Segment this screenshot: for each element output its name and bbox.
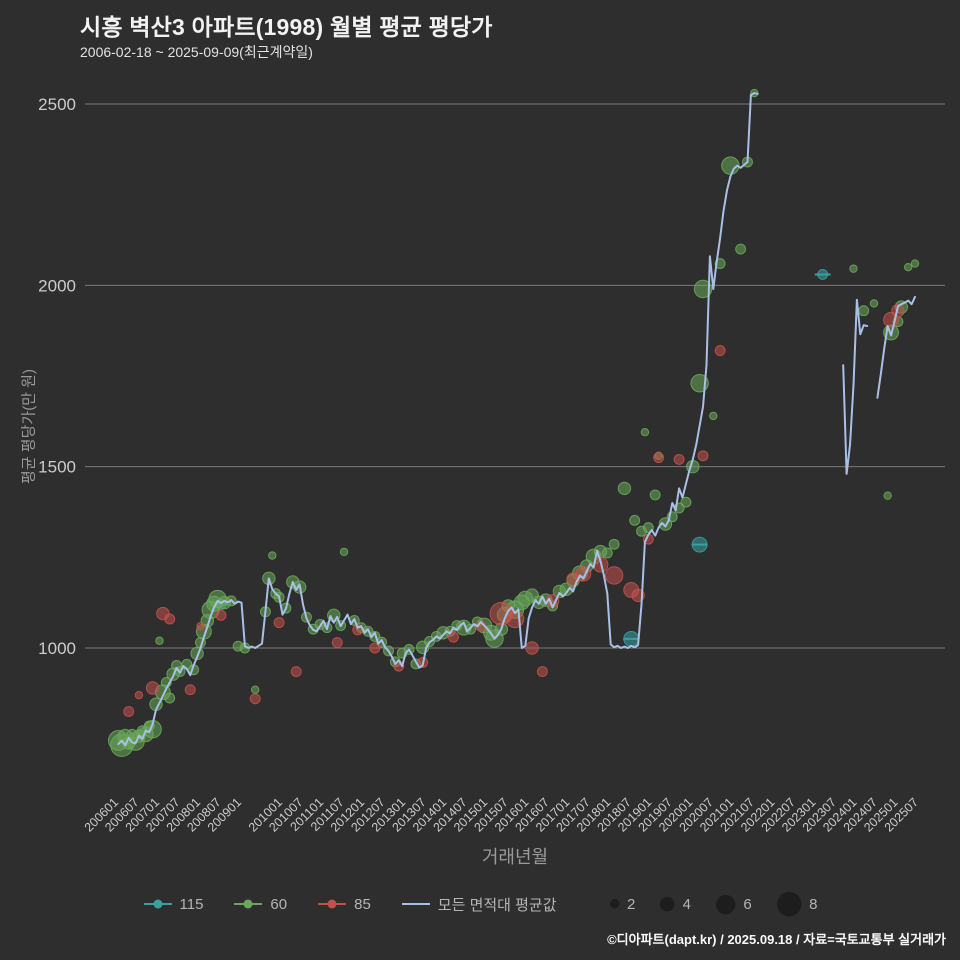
data-point-60[interactable] [858, 305, 870, 317]
data-point-85[interactable] [184, 684, 196, 696]
data-point-85[interactable] [134, 690, 144, 700]
legend-item-avg[interactable]: 모든 면적대 평균값 [401, 894, 557, 915]
size-legend-item-4: 4 [659, 896, 691, 913]
series-60 [107, 88, 920, 757]
data-point-85[interactable] [215, 609, 227, 621]
data-point-60[interactable] [601, 547, 613, 559]
y-tick-label: 2000 [38, 276, 76, 295]
legend-item-60[interactable]: 60 [233, 896, 287, 913]
size-legend-label: 4 [682, 895, 692, 913]
data-point-60[interactable] [910, 259, 920, 268]
data-point-60[interactable] [883, 491, 892, 500]
data-point-60[interactable] [155, 636, 164, 645]
size-legend-dot-icon [609, 899, 619, 909]
data-point-60[interactable] [640, 428, 650, 437]
data-point-85[interactable] [673, 453, 685, 465]
data-point-85[interactable] [164, 613, 176, 625]
data-point-85[interactable] [196, 622, 205, 631]
avg-line[interactable] [117, 92, 759, 747]
legend-marker-115 [143, 899, 172, 909]
size-legend-dot-icon [716, 894, 736, 914]
size-legend-label: 2 [626, 895, 636, 913]
data-point-85[interactable] [273, 617, 285, 629]
data-point-85[interactable] [249, 693, 261, 705]
data-point-60[interactable] [869, 299, 879, 308]
data-point-60[interactable] [608, 538, 620, 550]
data-point-85[interactable] [369, 642, 381, 654]
legend-item-115[interactable]: 115 [143, 895, 204, 913]
data-point-60[interactable] [649, 489, 661, 501]
data-point-60[interactable] [164, 692, 176, 704]
size-legend: 2 4 6 8 [609, 891, 818, 917]
copyright: ©디아파트(dapt.kr) / 2025.09.18 / 자료=국토교통부 실… [607, 932, 946, 947]
legend-marker-60 [234, 899, 263, 909]
data-point-85[interactable] [290, 666, 302, 678]
legend-label-60: 60 [270, 895, 288, 913]
data-point-60[interactable] [903, 263, 913, 272]
data-point-85[interactable] [123, 706, 135, 717]
data-point-115[interactable] [691, 536, 708, 553]
data-point-85[interactable] [653, 452, 665, 464]
size-legend-dot-icon [776, 892, 802, 917]
legend-label-115: 115 [179, 895, 204, 913]
legend-label-85: 85 [354, 895, 371, 913]
legend: 115 60 85 모든 면적대 평균값 2 4 6 8 [0, 891, 960, 917]
data-point-85[interactable] [448, 631, 459, 643]
data-point-115[interactable] [817, 269, 829, 280]
data-point-60[interactable] [250, 685, 260, 694]
data-point-60[interactable] [735, 243, 747, 255]
series-legend: 115 60 85 모든 면적대 평균값 [143, 894, 557, 915]
data-point-60[interactable] [693, 279, 713, 299]
y-tick-label: 1000 [38, 639, 76, 658]
y-tick-label: 2500 [38, 95, 76, 114]
data-point-85[interactable] [536, 666, 548, 678]
page-subtitle: 2006-02-18 ~ 2025-09-09(최근계약일) [80, 44, 313, 60]
data-point-60[interactable] [709, 411, 718, 421]
data-point-60[interactable] [617, 481, 632, 496]
size-legend-item-8: 8 [776, 891, 818, 917]
size-legend-item-6: 6 [715, 894, 752, 915]
size-legend-item-2: 2 [609, 895, 636, 913]
data-point-85[interactable] [604, 566, 624, 585]
page-title: 시흥 벽산3 아파트(1998) 월별 평균 평당가 [80, 14, 493, 40]
data-point-85[interactable] [331, 637, 343, 649]
legend-label-avg: 모든 면적대 평균값 [437, 896, 557, 914]
data-point-85[interactable] [145, 681, 160, 695]
x-axis-title: 거래년월 [481, 847, 549, 867]
data-point-60[interactable] [629, 514, 641, 526]
legend-marker-avg [401, 903, 430, 906]
series-85 [123, 304, 905, 717]
size-legend-label: 6 [743, 895, 752, 913]
data-point-60[interactable] [559, 582, 573, 596]
data-point-60[interactable] [680, 496, 692, 508]
data-point-85[interactable] [525, 641, 539, 655]
size-legend-dot-icon [660, 896, 675, 912]
legend-marker-85 [318, 899, 347, 909]
data-point-60[interactable] [339, 547, 349, 557]
size-legend-label: 8 [809, 895, 818, 913]
data-point-85[interactable] [714, 345, 726, 357]
data-point-60[interactable] [268, 551, 277, 560]
data-point-115[interactable] [623, 630, 640, 647]
y-tick-label: 1500 [38, 458, 76, 477]
avg-line[interactable] [876, 295, 916, 399]
y-axis-title: 평균 평당가(만 원) [20, 369, 38, 484]
legend-item-85[interactable]: 85 [317, 896, 371, 913]
avg-line[interactable] [842, 298, 869, 475]
data-point-60[interactable] [849, 264, 858, 273]
data-point-85[interactable] [697, 450, 709, 462]
